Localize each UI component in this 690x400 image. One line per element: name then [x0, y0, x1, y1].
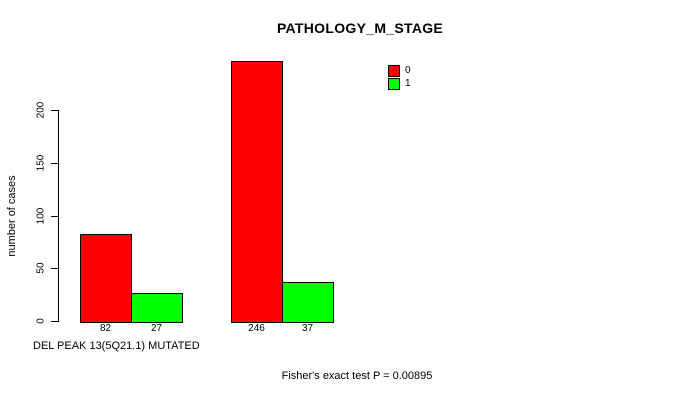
y-tick-label: 200 [35, 101, 47, 119]
y-tick [51, 216, 58, 217]
y-tick-label: 0 [35, 318, 47, 324]
bar-value-label: 27 [150, 323, 163, 334]
bar-value-label: 246 [248, 323, 265, 334]
y-axis-line [58, 110, 59, 322]
legend-item-1: 1 [388, 77, 411, 90]
y-axis-title: number of cases [6, 175, 18, 257]
legend-label: 1 [405, 78, 411, 89]
legend-swatch-green [388, 77, 400, 90]
y-tick-label: 150 [35, 154, 47, 172]
y-tick [51, 321, 58, 322]
chart-title: PATHOLOGY_M_STAGE [276, 20, 444, 36]
bar-value-label: 82 [99, 323, 112, 334]
legend: 0 1 [388, 64, 411, 90]
fisher-test-annotation: Fisher's exact test P = 0.00895 [281, 370, 433, 382]
legend-item-0: 0 [388, 64, 411, 77]
legend-swatch-red [388, 64, 400, 77]
bar-1-group-2 [282, 282, 334, 323]
y-tick [51, 163, 58, 164]
bar-value-label: 37 [301, 323, 314, 334]
bar-1-group-1 [131, 293, 183, 323]
y-tick-label: 100 [35, 207, 47, 225]
legend-label: 0 [405, 65, 411, 76]
y-tick-label: 50 [35, 262, 47, 274]
y-tick [51, 110, 58, 111]
x-axis-title: DEL PEAK 13(5Q21.1) MUTATED [33, 340, 200, 352]
y-tick [51, 268, 58, 269]
bar-0-group-1 [80, 234, 132, 323]
bar-0-group-2 [231, 61, 283, 323]
